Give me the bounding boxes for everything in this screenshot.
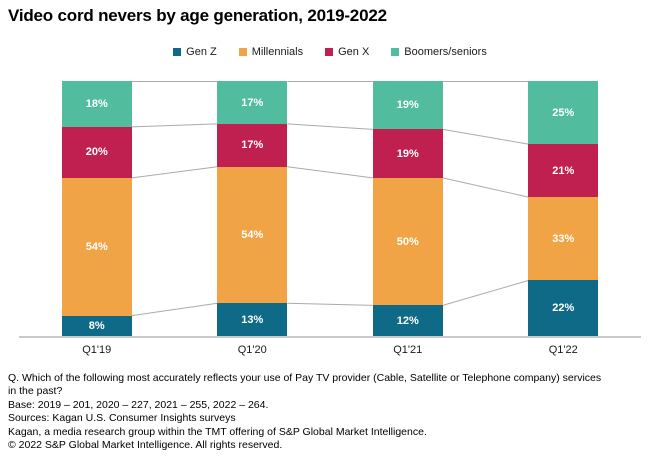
connector-line <box>131 166 218 179</box>
segment-gen-x: 19% <box>372 129 443 178</box>
legend-swatch-icon <box>173 48 182 56</box>
connector-line <box>287 166 373 179</box>
value-label: 12% <box>396 314 419 327</box>
value-label: 50% <box>396 235 419 248</box>
footnote-copyright: © 2022 S&P Global Market Intelligence. A… <box>8 439 283 452</box>
bar-q1-21: 19% 19% 50% 12% <box>372 81 443 336</box>
legend: Gen Z Millennials Gen X Boomers/seniors <box>0 46 660 58</box>
plot-area: 18% 20% 54% 8% 17% 17% 54% 13% 19% 19% 50% 12% 25% 21… <box>19 81 641 338</box>
x-tick-label: Q1'20 <box>237 344 267 356</box>
value-label: 19% <box>396 147 419 160</box>
connector-line <box>287 123 373 130</box>
value-label: 33% <box>552 232 575 245</box>
segment-gen-z: 22% <box>528 280 599 336</box>
x-axis-line <box>19 336 641 338</box>
segment-boomers-seniors: 19% <box>372 81 443 130</box>
legend-item-millennials: Millennials <box>238 46 304 58</box>
value-label: 22% <box>552 302 575 315</box>
segment-gen-x: 17% <box>217 123 288 167</box>
value-label: 19% <box>396 99 419 112</box>
segment-boomers-seniors: 25% <box>528 81 599 145</box>
bar-q1-22: 25% 21% 33% 22% <box>528 81 599 336</box>
value-label: 54% <box>85 240 108 253</box>
legend-item-gen-x: Gen X <box>325 46 369 58</box>
legend-item-boomers-seniors: Boomers/seniors <box>391 46 487 58</box>
segment-millennials: 54% <box>217 166 288 304</box>
bar-q1-19: 18% 20% 54% 8% <box>61 81 132 336</box>
chart-title: Video cord nevers by age generation, 201… <box>8 6 387 25</box>
footnote-kagan: Kagan, a media research group within the… <box>8 425 427 438</box>
value-label: 17% <box>241 96 264 109</box>
connector-line <box>442 177 529 198</box>
bar-q1-20: 17% 17% 54% 13% <box>217 81 288 336</box>
connector-line <box>131 302 218 317</box>
value-label: 18% <box>85 97 108 110</box>
segment-gen-z: 8% <box>61 315 132 336</box>
legend-label: Millennials <box>251 46 304 58</box>
legend-swatch-icon <box>391 48 400 56</box>
x-tick-label: Q1'22 <box>548 344 578 356</box>
segment-millennials: 33% <box>528 197 599 281</box>
footnotes: Q. Which of the following most accuratel… <box>8 372 648 452</box>
value-label: 17% <box>241 139 264 152</box>
connector-lines <box>131 81 529 317</box>
connector-line <box>287 302 373 306</box>
value-label: 25% <box>552 106 575 119</box>
segment-gen-x: 20% <box>61 126 132 178</box>
legend-label: Gen X <box>338 46 370 58</box>
legend-swatch-icon <box>238 48 247 56</box>
legend-swatch-icon <box>325 48 334 56</box>
segment-gen-z: 12% <box>372 305 443 336</box>
footnote-base: Base: 2019 – 201, 2020 – 227, 2021 – 255… <box>8 398 269 411</box>
x-tick-label: Q1'21 <box>393 344 423 356</box>
value-label: 13% <box>241 313 264 326</box>
legend-item-gen-z: Gen Z <box>173 46 217 58</box>
value-label: 54% <box>241 229 264 242</box>
segment-gen-x: 21% <box>528 144 599 198</box>
value-label: 21% <box>552 164 575 177</box>
x-tick-label: Q1'19 <box>82 344 112 356</box>
footnote-question: Q. Which of the following most accuratel… <box>8 372 602 398</box>
segment-millennials: 54% <box>61 177 132 316</box>
connector-line <box>131 123 218 128</box>
value-label: 8% <box>88 319 105 332</box>
legend-label: Gen Z <box>186 46 217 58</box>
segment-boomers-seniors: 18% <box>61 81 132 127</box>
value-label: 20% <box>85 146 108 159</box>
footnote-sources: Sources: Kagan U.S. Consumer Insights su… <box>8 412 236 425</box>
connector-line <box>442 128 529 145</box>
connector-line <box>442 280 529 306</box>
segment-boomers-seniors: 17% <box>217 81 288 124</box>
x-axis-labels: Q1'19 Q1'20 Q1'21 Q1'22 <box>19 344 641 358</box>
segment-millennials: 50% <box>372 177 443 306</box>
legend-label: Boomers/seniors <box>404 46 487 58</box>
segment-gen-z: 13% <box>217 303 288 336</box>
